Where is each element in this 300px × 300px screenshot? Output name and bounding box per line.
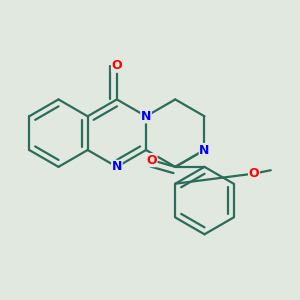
Text: N: N bbox=[199, 143, 210, 157]
Text: O: O bbox=[146, 154, 157, 166]
Text: O: O bbox=[249, 167, 259, 180]
Text: O: O bbox=[112, 59, 122, 72]
Text: N: N bbox=[141, 110, 151, 123]
Text: N: N bbox=[112, 160, 122, 173]
